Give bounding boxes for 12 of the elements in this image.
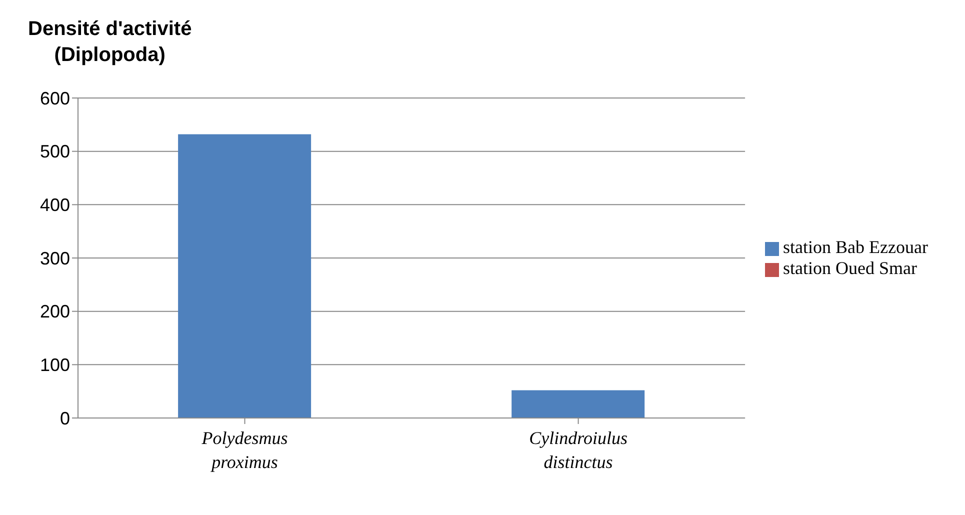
legend-label: station Bab Ezzouar xyxy=(783,237,928,257)
x-tick-label: Cylindroiulus distinctus xyxy=(529,428,628,472)
y-axis-title: Densité d'activité (Diplopoda) xyxy=(28,17,192,68)
legend-label: station Oued Smar xyxy=(783,258,918,278)
y-tick-label: 500 xyxy=(40,142,70,162)
y-tick-label: 100 xyxy=(40,355,70,376)
y-tick-label: 600 xyxy=(40,88,70,108)
y-tick-label: 0 xyxy=(60,408,70,428)
x-tick-label: Polydesmus proximus xyxy=(200,428,288,472)
y-tick-label: 400 xyxy=(40,195,70,216)
y-tick-label: 300 xyxy=(40,248,70,268)
y-tick-label: 200 xyxy=(40,302,70,322)
